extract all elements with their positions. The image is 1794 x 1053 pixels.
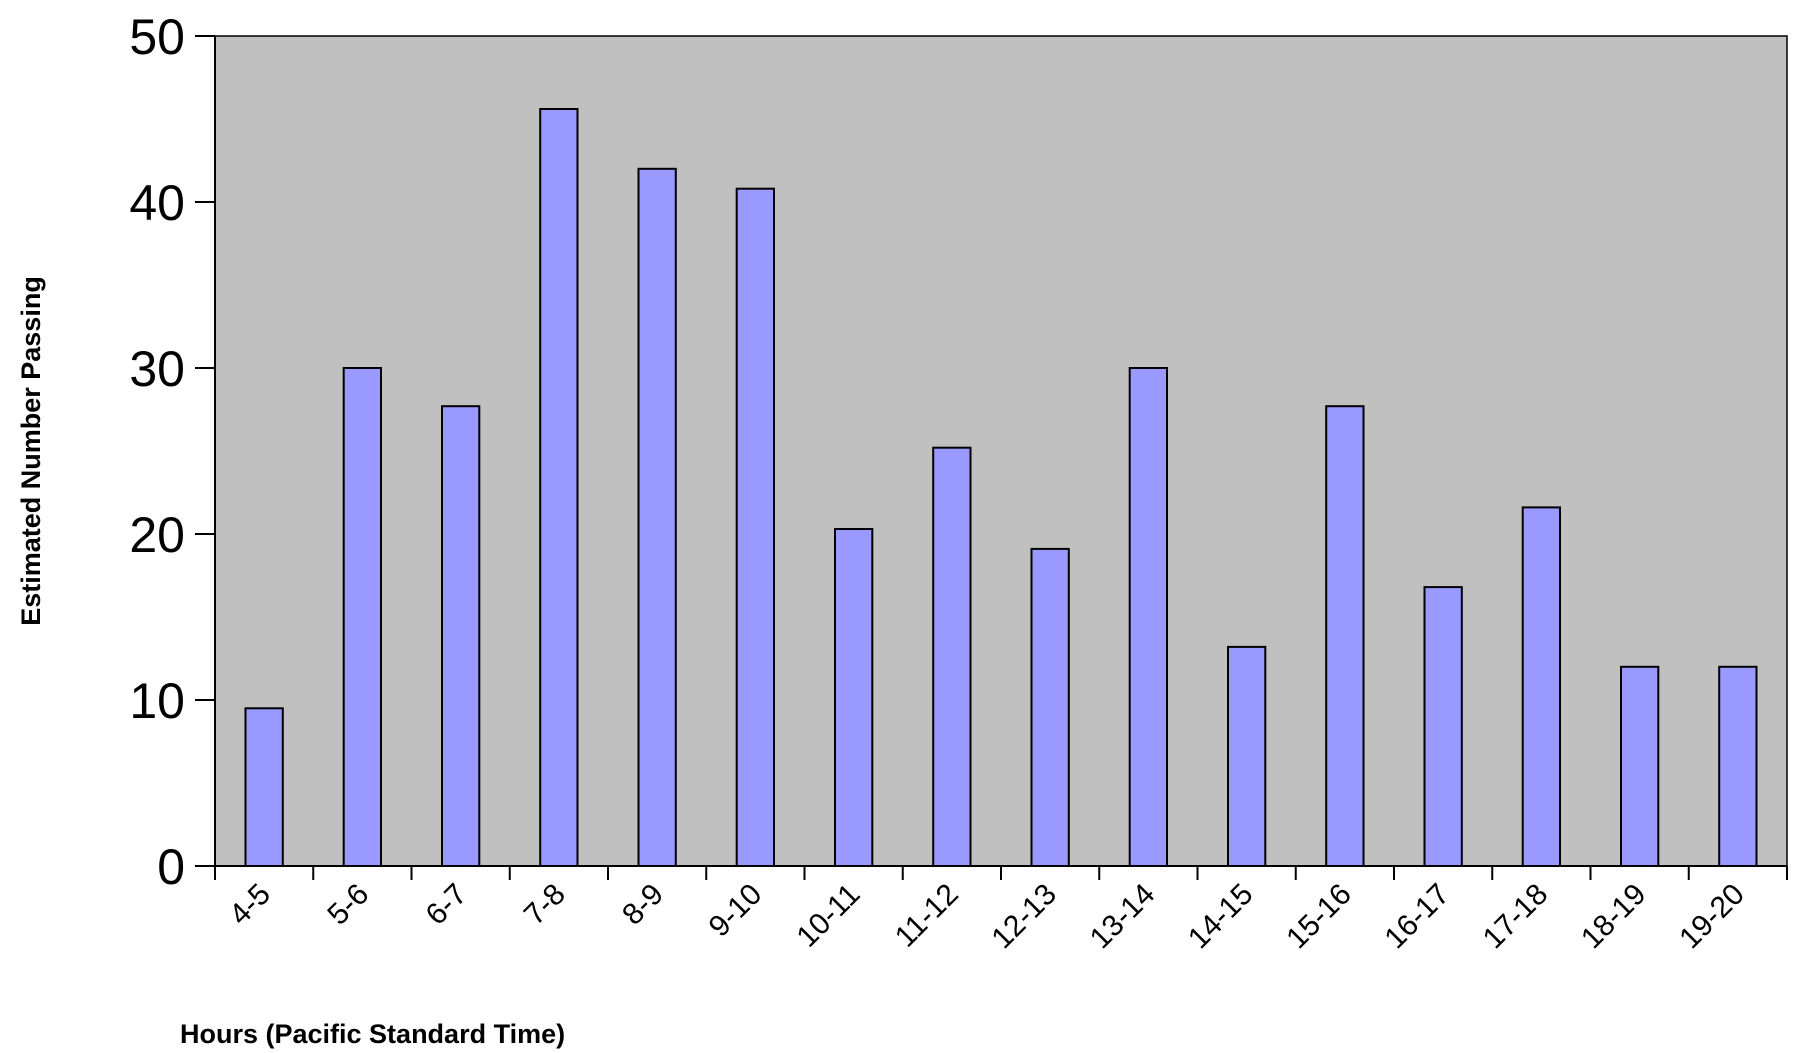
bars-group xyxy=(244,108,1758,868)
x-tick-label: 11-12 xyxy=(889,878,965,954)
y-tick-label: 30 xyxy=(129,341,185,397)
bar-5-6 xyxy=(342,367,383,867)
bar-15-16 xyxy=(1325,405,1365,867)
y-tick-label: 50 xyxy=(129,9,185,65)
x-tick-label: 4-5 xyxy=(223,878,277,932)
bar-6-7 xyxy=(441,405,481,867)
x-tick-label: 10-11 xyxy=(791,878,867,954)
x-tick-label: 5-6 xyxy=(321,878,375,932)
x-tick-label: 19-20 xyxy=(1673,878,1751,956)
bar-12-13 xyxy=(1030,547,1070,868)
bar-7-8 xyxy=(539,108,579,867)
y-tick-labels: 0 10 20 30 40 50 xyxy=(129,9,185,895)
bar-14-15 xyxy=(1227,645,1267,868)
axes-group xyxy=(195,35,1788,880)
bar-9-10 xyxy=(735,187,776,867)
x-tick-label: 13-14 xyxy=(1084,878,1162,956)
x-tick-label: 14-15 xyxy=(1182,878,1260,956)
x-tick-label: 8-9 xyxy=(616,878,670,932)
bar-8-9 xyxy=(637,167,677,868)
bar-16-17 xyxy=(1423,586,1463,867)
y-tick-label: 10 xyxy=(129,673,185,729)
bar-10-11 xyxy=(834,528,874,867)
x-tick-label: 18-19 xyxy=(1575,878,1653,956)
x-tick-label: 16-17 xyxy=(1378,878,1456,956)
bar-13-14 xyxy=(1128,367,1168,867)
x-tick-label: 17-18 xyxy=(1477,878,1555,956)
bar-11-12 xyxy=(932,446,972,867)
bar-19-20 xyxy=(1718,665,1758,867)
x-tick-label: 15-16 xyxy=(1280,878,1358,956)
bar-4-5 xyxy=(244,707,284,867)
x-tick-label: 12-13 xyxy=(985,878,1063,956)
x-tick-label: 7-8 xyxy=(518,878,572,932)
x-axis-title: Hours (Pacific Standard Time) xyxy=(180,1019,565,1049)
bar-18-19 xyxy=(1620,665,1660,867)
y-tick-label: 20 xyxy=(129,507,185,563)
y-tick-label: 40 xyxy=(129,175,185,231)
x-tick-labels: 4-5 5-6 6-7 7-8 8-9 9-10 10-11 11-12 12-13 13-14 1… xyxy=(223,878,1751,956)
x-tick-label: 9-10 xyxy=(703,878,769,944)
y-axis-title: Estimated Number Passing xyxy=(16,276,46,626)
x-tick-label: 6-7 xyxy=(420,878,474,932)
y-tick-label: 0 xyxy=(157,839,185,895)
bar-17-18 xyxy=(1521,506,1561,867)
